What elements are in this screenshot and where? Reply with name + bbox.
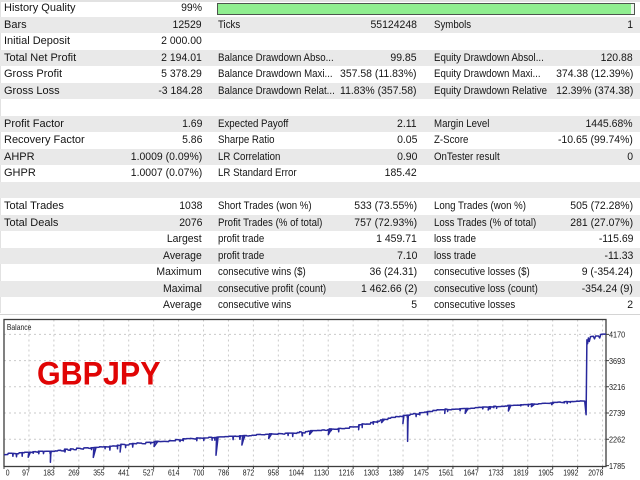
svg-text:527: 527 — [143, 468, 155, 478]
svg-text:183: 183 — [43, 468, 55, 478]
svg-text:1303: 1303 — [364, 468, 379, 478]
svg-text:1733: 1733 — [488, 468, 503, 478]
svg-text:Balance: Balance — [7, 322, 32, 332]
svg-text:1561: 1561 — [439, 468, 454, 478]
svg-text:355: 355 — [93, 468, 105, 478]
svg-text:1819: 1819 — [513, 468, 528, 478]
svg-text:958: 958 — [268, 468, 280, 478]
svg-text:872: 872 — [243, 468, 255, 478]
svg-text:1389: 1389 — [389, 468, 404, 478]
svg-text:2262: 2262 — [609, 434, 625, 444]
svg-text:3693: 3693 — [609, 356, 625, 366]
svg-text:1130: 1130 — [314, 468, 329, 478]
svg-text:269: 269 — [68, 468, 80, 478]
svg-text:0: 0 — [6, 468, 10, 478]
svg-text:2078: 2078 — [588, 468, 603, 478]
svg-text:614: 614 — [168, 468, 180, 478]
svg-text:1216: 1216 — [339, 468, 354, 478]
svg-text:786: 786 — [218, 468, 230, 478]
svg-text:97: 97 — [22, 468, 30, 478]
svg-text:700: 700 — [193, 468, 205, 478]
svg-text:1992: 1992 — [563, 468, 578, 478]
svg-text:1647: 1647 — [464, 468, 479, 478]
svg-text:1785: 1785 — [609, 461, 625, 471]
svg-text:441: 441 — [118, 468, 130, 478]
svg-text:3216: 3216 — [609, 382, 625, 392]
svg-text:4170: 4170 — [609, 330, 625, 340]
svg-text:2739: 2739 — [609, 408, 625, 418]
svg-text:1905: 1905 — [538, 468, 553, 478]
svg-text:GBPJPY: GBPJPY — [37, 355, 161, 391]
svg-text:1475: 1475 — [414, 468, 429, 478]
svg-text:1044: 1044 — [289, 468, 304, 478]
